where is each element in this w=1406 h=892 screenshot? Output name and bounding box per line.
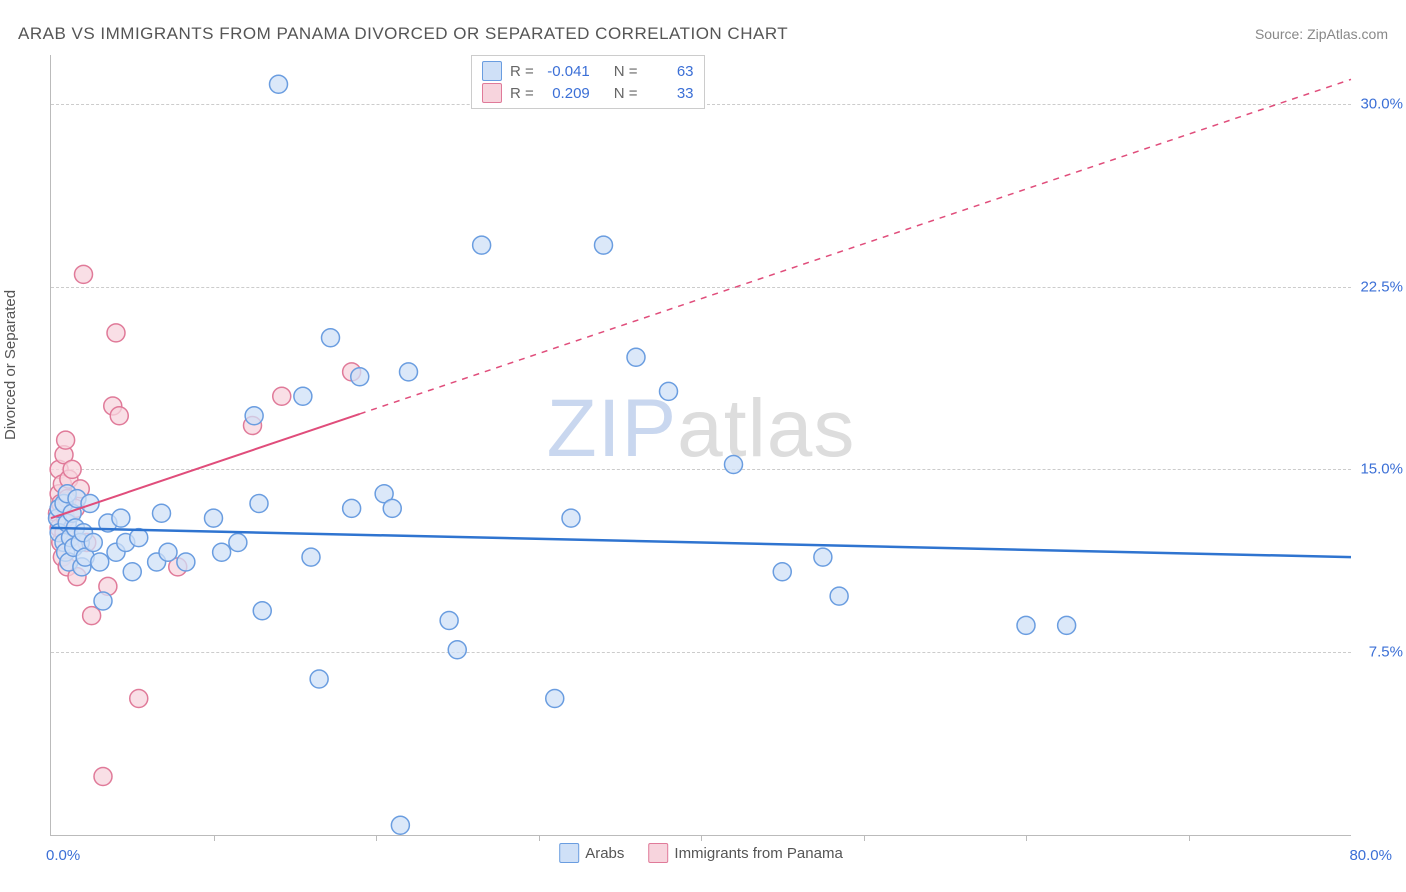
- scatter-point: [245, 407, 263, 425]
- scatter-point: [1058, 616, 1076, 634]
- y-tick-label: 22.5%: [1360, 278, 1403, 295]
- scatter-point: [773, 563, 791, 581]
- scatter-point: [123, 563, 141, 581]
- x-tick: [1026, 835, 1027, 841]
- scatter-point: [660, 382, 678, 400]
- scatter-point: [270, 75, 288, 93]
- scatter-point: [130, 690, 148, 708]
- legend-series-item: Arabs: [559, 843, 624, 863]
- scatter-point: [91, 553, 109, 571]
- legend-series: Arabs Immigrants from Panama: [559, 843, 843, 863]
- y-tick-label: 7.5%: [1369, 644, 1403, 661]
- scatter-point: [94, 768, 112, 786]
- scatter-point: [253, 602, 271, 620]
- scatter-point: [294, 387, 312, 405]
- scatter-point: [229, 534, 247, 552]
- scatter-svg: [51, 55, 1351, 835]
- y-axis-label: Divorced or Separated: [2, 290, 19, 440]
- scatter-point: [57, 431, 75, 449]
- x-tick: [214, 835, 215, 841]
- scatter-point: [595, 236, 613, 254]
- scatter-point: [343, 499, 361, 517]
- scatter-point: [400, 363, 418, 381]
- scatter-point: [63, 460, 81, 478]
- scatter-point: [177, 553, 195, 571]
- scatter-point: [814, 548, 832, 566]
- scatter-point: [562, 509, 580, 527]
- scatter-point: [1017, 616, 1035, 634]
- scatter-point: [130, 529, 148, 547]
- scatter-point: [448, 641, 466, 659]
- scatter-point: [250, 495, 268, 513]
- scatter-point: [213, 543, 231, 561]
- legend-swatch: [559, 843, 579, 863]
- scatter-point: [112, 509, 130, 527]
- chart-title: ARAB VS IMMIGRANTS FROM PANAMA DIVORCED …: [18, 24, 788, 44]
- scatter-point: [159, 543, 177, 561]
- y-tick-label: 30.0%: [1360, 95, 1403, 112]
- scatter-point: [351, 368, 369, 386]
- scatter-point: [153, 504, 171, 522]
- scatter-point: [440, 612, 458, 630]
- scatter-point: [273, 387, 291, 405]
- x-tick: [1189, 835, 1190, 841]
- x-tick: [539, 835, 540, 841]
- scatter-point: [205, 509, 223, 527]
- x-tick: [376, 835, 377, 841]
- x-tick: [864, 835, 865, 841]
- scatter-point: [84, 534, 102, 552]
- scatter-point: [383, 499, 401, 517]
- chart-plot-area: ZIPatlas 7.5%15.0%22.5%30.0% R =-0.041N …: [50, 55, 1351, 836]
- x-axis-max-label: 80.0%: [1349, 847, 1392, 864]
- scatter-point: [546, 690, 564, 708]
- scatter-point: [310, 670, 328, 688]
- scatter-point: [725, 456, 743, 474]
- scatter-point: [302, 548, 320, 566]
- trend-line: [51, 414, 360, 518]
- scatter-point: [391, 816, 409, 834]
- scatter-point: [110, 407, 128, 425]
- x-tick: [701, 835, 702, 841]
- scatter-point: [322, 329, 340, 347]
- legend-swatch: [648, 843, 668, 863]
- scatter-point: [473, 236, 491, 254]
- legend-series-label: Arabs: [585, 845, 624, 862]
- legend-series-item: Immigrants from Panama: [648, 843, 842, 863]
- x-axis-min-label: 0.0%: [46, 847, 80, 864]
- trend-line-dashed: [360, 79, 1351, 414]
- y-tick-label: 15.0%: [1360, 461, 1403, 478]
- scatter-point: [627, 348, 645, 366]
- legend-series-label: Immigrants from Panama: [674, 845, 842, 862]
- scatter-point: [75, 265, 93, 283]
- chart-header: ARAB VS IMMIGRANTS FROM PANAMA DIVORCED …: [18, 24, 1388, 44]
- source-label: Source: ZipAtlas.com: [1255, 26, 1388, 42]
- scatter-point: [830, 587, 848, 605]
- scatter-point: [107, 324, 125, 342]
- scatter-point: [94, 592, 112, 610]
